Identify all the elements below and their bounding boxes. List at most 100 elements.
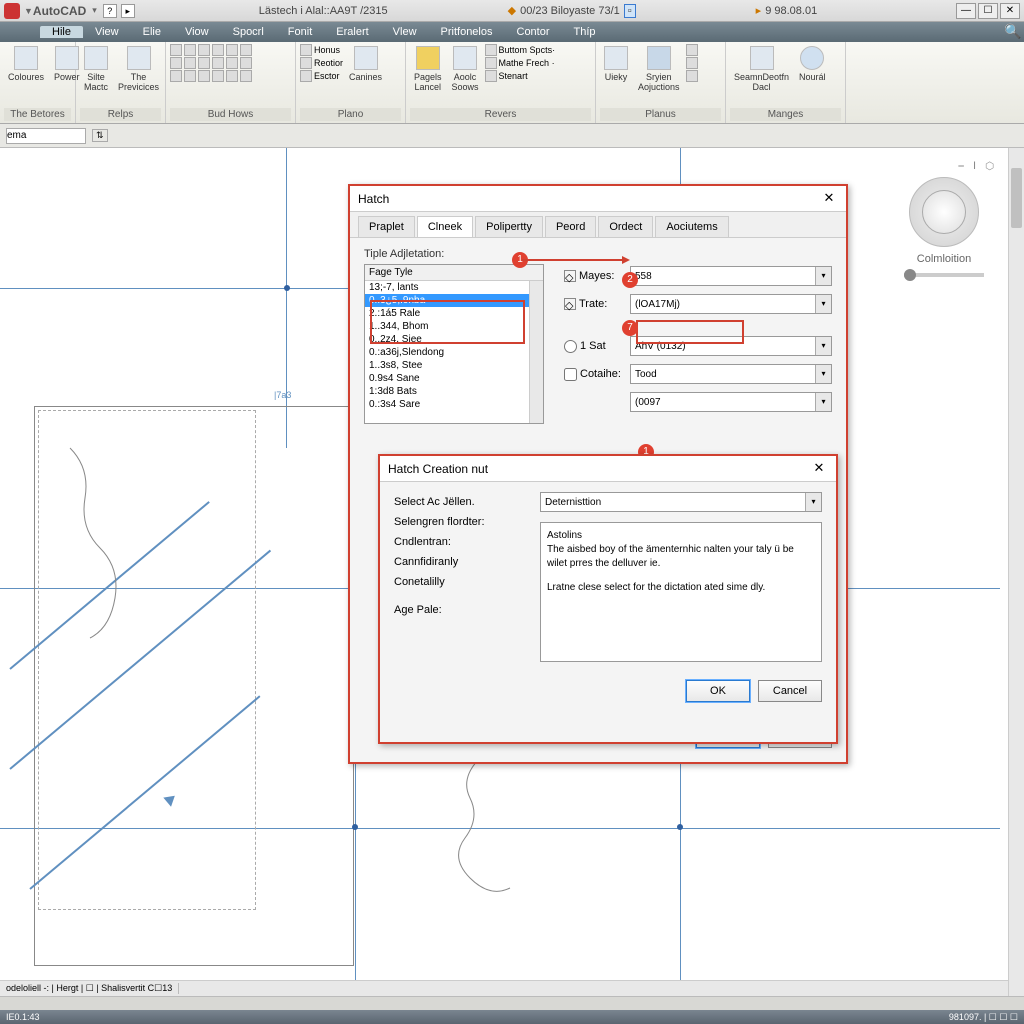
mini-icon[interactable] [226, 57, 238, 69]
minimize-button[interactable]: — [956, 3, 976, 19]
chevron-down-icon[interactable]: ▾ [815, 267, 831, 285]
chevron-down-icon[interactable]: ▾ [815, 393, 831, 411]
menu-item-1[interactable]: View [83, 26, 131, 38]
ribbon-tool-uieky[interactable]: Uieky [600, 44, 632, 84]
sub-ok-button[interactable]: OK [686, 680, 750, 702]
mini-icon[interactable] [212, 44, 224, 56]
dialog-close-icon[interactable]: ✕ [820, 190, 838, 208]
mini-icon[interactable] [240, 57, 252, 69]
list-item[interactable]: 0.:3s4 Sare [365, 398, 543, 411]
menu-item-2[interactable]: Elie [131, 26, 173, 38]
mini-icon[interactable] [226, 70, 238, 82]
menu-item-5[interactable]: Fonit [276, 26, 324, 38]
subdialog-close-icon[interactable]: ✕ [810, 460, 828, 478]
derension-combo[interactable]: Deternisttion▾ [540, 492, 822, 512]
mini-icon[interactable] [198, 57, 210, 69]
mini-icon[interactable] [300, 44, 312, 56]
list-item[interactable]: 2.:1á5 Rale [365, 307, 543, 320]
list-item[interactable]: 1..3s8, Stee [365, 359, 543, 372]
mini-icon[interactable] [300, 70, 312, 82]
ribbon-tool-noural[interactable]: Nourál [795, 44, 830, 84]
list-item[interactable]: 0..3¿5,.9nba [365, 294, 543, 307]
mini-icon[interactable] [300, 57, 312, 69]
mini-icon[interactable] [184, 70, 196, 82]
chevron-down-icon[interactable]: ▾ [805, 493, 821, 511]
mini-icon[interactable] [198, 70, 210, 82]
ribbon-tool-previcices[interactable]: The Previcices [114, 44, 163, 94]
layer-dropdown-icon[interactable]: ⇅ [92, 129, 108, 142]
viewcube[interactable]: ⎯ I ⬡ Colmloition [894, 160, 994, 285]
mini-icon[interactable] [240, 70, 252, 82]
dialog-tab-2[interactable]: Polipertty [475, 216, 543, 237]
list-item[interactable]: 1:3d8 Bats [365, 385, 543, 398]
dialog-tab-3[interactable]: Peord [545, 216, 596, 237]
chevron-down-icon[interactable]: ▾ [815, 337, 831, 355]
menu-item-7[interactable]: Vlew [381, 26, 429, 38]
dialog-tab-5[interactable]: Aociutems [655, 216, 728, 237]
doc-tab-1[interactable]: Lästech i Alal::AA9T /2315 [259, 4, 388, 18]
layer-input[interactable] [6, 128, 86, 144]
description-textarea[interactable]: Astolins The aisbed boy of the ämenternh… [540, 522, 822, 662]
dialog-tab-4[interactable]: Ordect [598, 216, 653, 237]
doc-tab-3[interactable]: ▸9 98.08.01 [756, 4, 818, 18]
dialog-tab-0[interactable]: Praplet [358, 216, 415, 237]
mini-icon[interactable] [240, 44, 252, 56]
doc-tab-2[interactable]: ◆00/23 Biloyaste 73/1▫ [508, 4, 636, 18]
list-item[interactable]: 1..344, Bhom [365, 320, 543, 333]
list-item[interactable]: 0.:a36j,Slendong [365, 346, 543, 359]
menu-item-8[interactable]: Pritfonelos [429, 26, 505, 38]
mini-icon[interactable] [184, 57, 196, 69]
ribbon-tool-canines[interactable]: Canines [345, 44, 386, 84]
dialog-tab-1[interactable]: Clneek [417, 216, 473, 237]
list-item[interactable]: 13;-7, lants [365, 281, 543, 294]
trate-combo[interactable]: (lOA17Mj)▾ [630, 294, 832, 314]
maximize-button[interactable]: ☐ [978, 3, 998, 19]
ribbon-tool-aoolc[interactable]: Aoolc Soows [448, 44, 483, 94]
menu-item-9[interactable]: Contor [505, 26, 562, 38]
mini-icon[interactable] [170, 70, 182, 82]
mini-icon[interactable] [485, 57, 497, 69]
menu-item-3[interactable]: Viow [173, 26, 221, 38]
menu-item-6[interactable]: Eralert [324, 26, 380, 38]
qat-arrow-icon[interactable]: ▸ [121, 4, 135, 18]
mini-icon[interactable] [184, 44, 196, 56]
menu-item-10[interactable]: Thíp [562, 26, 608, 38]
help-icon[interactable]: ? [103, 4, 117, 18]
listbox-scrollbar[interactable] [529, 281, 543, 423]
chevron-down-icon[interactable]: ▾ [815, 295, 831, 313]
mayes-combo[interactable]: 558▾ [630, 266, 832, 286]
close-button[interactable]: ✕ [1000, 3, 1020, 19]
sat-combo[interactable]: AhV (0132)▾ [630, 336, 832, 356]
mini-icon[interactable] [212, 57, 224, 69]
mini-icon[interactable] [170, 57, 182, 69]
model-tab[interactable]: odeloliell -: | Hergt | ☐ | Shalisvertit… [0, 983, 179, 994]
mini-icon[interactable] [686, 44, 698, 56]
ribbon-tool-pagels[interactable]: Pagels Lancel [410, 44, 446, 94]
menu-item-4[interactable]: Spocrl [221, 26, 276, 38]
sub-cancel-button[interactable]: Cancel [758, 680, 822, 702]
horizontal-scrollbar[interactable]: odeloliell -: | Hergt | ☐ | Shalisvertit… [0, 980, 1008, 996]
pattern-listbox[interactable]: Fage Tyle 13;-7, lants 0..3¿5,.9nba 2.:1… [364, 264, 544, 424]
menu-item-0[interactable]: Hile [40, 26, 83, 38]
viewcube-icon[interactable] [909, 177, 979, 247]
sat-radio[interactable] [564, 340, 577, 353]
zoom-slider[interactable] [904, 273, 984, 277]
mini-icon[interactable] [170, 44, 182, 56]
qat-dropdown-icon[interactable]: ▼ [24, 6, 33, 16]
list-item[interactable]: 0..2z4, Siee [365, 333, 543, 346]
extra-combo[interactable]: (0097▾ [630, 392, 832, 412]
mini-icon[interactable] [686, 57, 698, 69]
chevron-down-icon[interactable]: ▾ [815, 365, 831, 383]
ribbon-tool-coloures[interactable]: Coloures [4, 44, 48, 84]
search-icon[interactable]: 🔍 [1002, 23, 1024, 41]
app-dropdown-icon[interactable]: ▾ [92, 5, 97, 16]
mini-icon[interactable] [485, 44, 497, 56]
mini-icon[interactable] [212, 70, 224, 82]
ribbon-tool-sryien[interactable]: Sryien Aojuctions [634, 44, 684, 94]
ribbon-tool-seamn[interactable]: SeamnDeotfn Dacl [730, 44, 793, 94]
cotaihe-combo[interactable]: Tood▾ [630, 364, 832, 384]
mini-icon[interactable] [485, 70, 497, 82]
mini-icon[interactable] [686, 70, 698, 82]
list-item[interactable]: 0.9s4 Sane [365, 372, 543, 385]
mini-icon[interactable] [198, 44, 210, 56]
